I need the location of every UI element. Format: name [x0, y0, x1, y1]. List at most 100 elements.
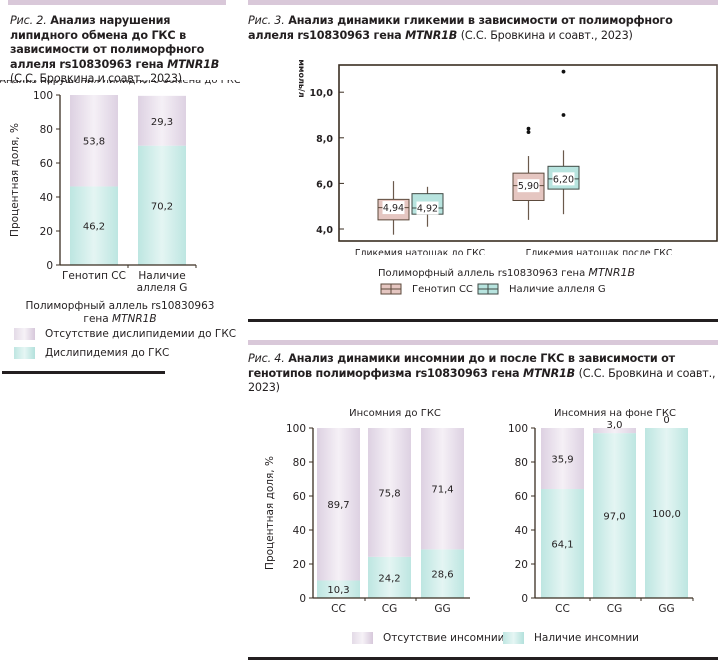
outlier-point [561, 69, 566, 74]
bar-segment-present [138, 145, 186, 265]
fig3-caption-gene: MTNR1B [405, 28, 458, 42]
fig2-top-band [8, 0, 226, 5]
data-label: 35,9 [551, 455, 573, 466]
median-label: 6,20 [553, 174, 574, 185]
x-tick-label-line: CG [607, 603, 622, 615]
fig2-caption-prefix: Рис. 2. [10, 14, 47, 27]
bar-segment-absent [70, 95, 118, 187]
bar-segment-present [645, 428, 688, 598]
data-label: 46,2 [83, 222, 105, 233]
bar-segment-present [421, 549, 464, 598]
chart-title: Анализ нарушения липидного обмена до ГКС [0, 80, 240, 86]
fig3-caption-prefix: Рис. 3. [248, 14, 285, 27]
fig3-caption: Рис. 3. Анализ динамики гликемии в завис… [248, 14, 718, 43]
y-tick-label: 100 [33, 90, 53, 102]
y-tick-label: 20 [293, 559, 306, 571]
y-tick-label: 40 [515, 525, 528, 537]
outlier-point [526, 130, 531, 134]
legend-label: Дислипидемия до ГКС [45, 347, 170, 359]
fig4-top-band [248, 340, 718, 345]
x-tick-label: CC [555, 603, 570, 615]
x-tick-label: GG [658, 603, 674, 615]
bar-segment-absent [368, 428, 411, 557]
fig4-legend-item-absent: Отсутствие инсомнии [352, 632, 505, 644]
data-label: 97,0 [603, 512, 625, 523]
legend-label: Отсутствие инсомнии [383, 632, 505, 644]
data-label: 3,0 [607, 420, 623, 431]
data-label: 24,2 [378, 573, 400, 584]
x-tick-label-line: аллеля G [137, 282, 188, 294]
data-label: 10,3 [327, 585, 349, 596]
y-tick-label: 10,0 [310, 88, 334, 99]
median-label-bg [552, 172, 575, 186]
legend-label: Генотип СС [412, 283, 473, 295]
fig3-top-band [248, 0, 718, 5]
fig4-caption: Рис. 4. Анализ динамики инсомнии до и по… [248, 352, 718, 396]
median-label: 4,94 [383, 203, 404, 214]
fig4-caption-source: (С.С. Бровкина и соавт., 2023) [248, 366, 716, 395]
y-tick-label: 100 [286, 423, 306, 435]
fig2-caption: Рис. 2. Анализ нарушения липидного обмен… [10, 14, 235, 87]
y-tick-label: 100 [508, 423, 528, 435]
fig3-legend-title-gene: MTNR1B [588, 266, 636, 279]
bar-segment-present [368, 556, 411, 598]
fig2-chart: Анализ нарушения липидного обмена до ГКС… [0, 80, 240, 294]
bar-segment-present [70, 186, 118, 265]
y-tick-label: 60 [293, 491, 306, 503]
bar-segment-absent [317, 428, 360, 581]
fig2-legend-item-present: Дислипидемия до ГКС [14, 347, 169, 359]
data-label: 100,0 [652, 509, 681, 520]
legend-swatch-present [14, 347, 35, 359]
y-tick-label: 0 [299, 593, 306, 605]
legend-label: Отсутствие дислипидемии до ГКС [45, 328, 237, 340]
fig3-caption-source: (С.С. Бровкина и соавт., 2023) [460, 28, 633, 42]
fig2-caption-text: Анализ нарушения липидного обмена до ГКС… [10, 14, 205, 71]
outlier-point [561, 113, 566, 117]
chart-title: Инсомния на фоне ГКС [554, 408, 676, 419]
x-tick-label-line: Наличие [138, 270, 185, 282]
median-label-bg [382, 201, 405, 215]
outlier-point [526, 126, 531, 131]
bar-segment-absent [541, 428, 584, 490]
x-tick-label-line: Генотип СС [62, 270, 126, 282]
y-tick-label: 80 [293, 457, 306, 469]
x-tick-label-line: CC [331, 603, 346, 615]
y-tick-label: 80 [515, 457, 528, 469]
data-label: 0 [663, 415, 669, 426]
median-label-bg [416, 201, 439, 215]
bar-segment-absent [138, 95, 186, 146]
bar-segment-absent [421, 428, 464, 550]
legend-swatch-absent [352, 632, 373, 644]
fig3-legend-item-cc: Генотип СС [380, 283, 473, 295]
median-label-bg [517, 179, 540, 193]
y-tick-label: 4,0 [316, 225, 333, 236]
fig4-caption-gene: MTNR1B [523, 366, 575, 380]
fig2-xlabel-text: Полиморфный аллель rs10830963 гена MTNR1B [25, 300, 215, 325]
y-tick-label: 0 [521, 593, 528, 605]
bar-segment-present [541, 489, 584, 598]
y-tick-label: 6,0 [316, 179, 333, 190]
fig4-caption-text: Анализ динамики инсомнии до и после ГКС … [248, 352, 675, 380]
fig3-chart: ммоль/л 4,0 6,0 8,0 10,0 4,94 5,90 4,92 6,20 Глик… [297, 59, 718, 255]
y-tick-label: 60 [40, 158, 53, 170]
x-tick-label-line: CG [382, 603, 397, 615]
data-label: 29,3 [151, 117, 173, 128]
fig3-bottom-rule [248, 319, 718, 322]
fig2-caption-gene: MTNR1B [167, 57, 220, 71]
plot-frame [338, 64, 718, 242]
fig2-bottom-rule [2, 371, 165, 374]
data-label: 89,7 [327, 500, 349, 511]
bar-segment-absent [593, 428, 636, 434]
bar-segment-present [593, 433, 636, 598]
median-label: 4,92 [417, 204, 438, 215]
chart-title: Инсомния до ГКС [349, 408, 441, 419]
legend-swatch-present [503, 632, 524, 644]
y-tick-label: 60 [515, 491, 528, 503]
boxplot-cc-icon [380, 283, 402, 295]
x-category-label: Гликемия натощак после ГКС [526, 248, 673, 255]
fig3-legend-title: Полиморфный аллель rs10830963 гена MTNR1… [378, 266, 635, 279]
y-tick-label: 40 [40, 192, 53, 204]
fig4-legend-item-present: Наличие инсомнии [503, 632, 639, 644]
x-tick-label: GG [434, 603, 450, 615]
x-tick-label: CG [607, 603, 622, 615]
